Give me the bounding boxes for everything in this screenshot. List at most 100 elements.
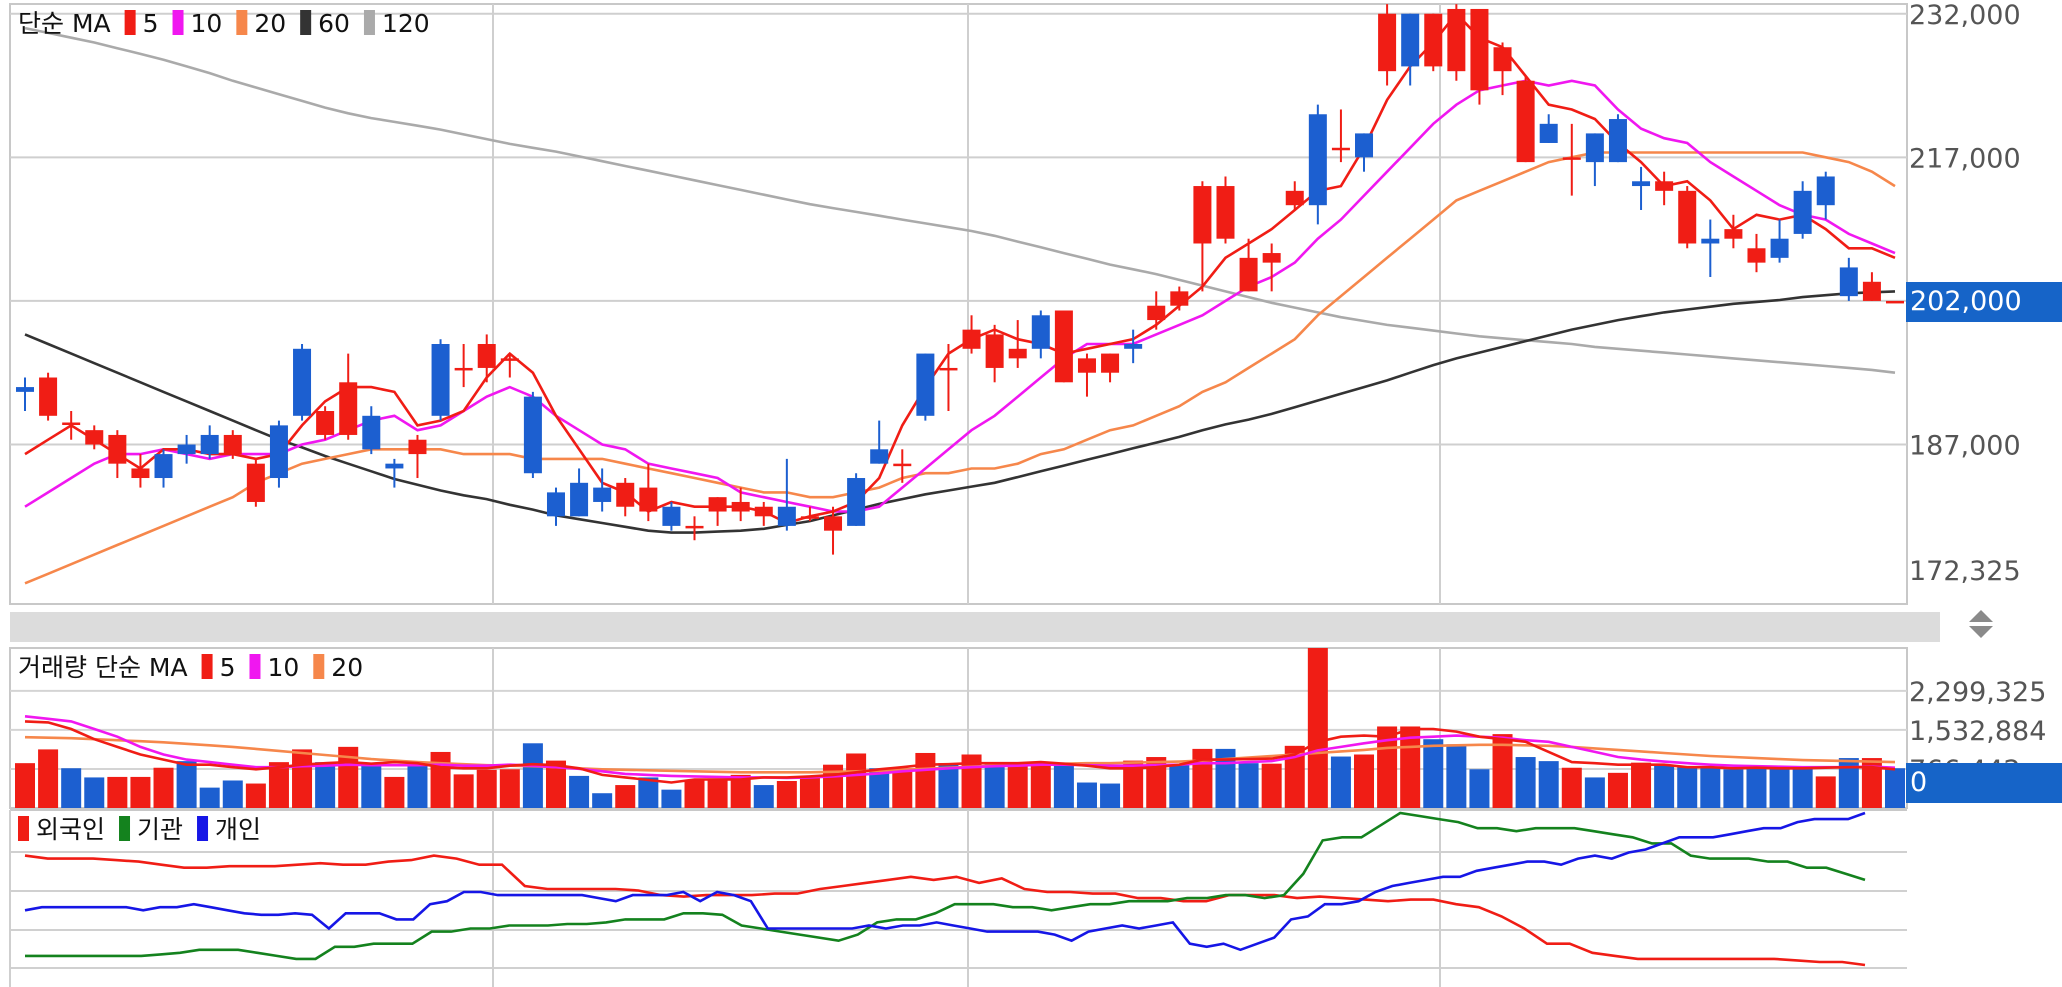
candle-body	[1516, 80, 1535, 163]
legend-swatch	[172, 10, 184, 35]
volume-ma10-line	[24, 715, 1896, 780]
volume-bar	[869, 768, 890, 808]
volume-bar	[430, 751, 451, 808]
panel-resize-handle[interactable]	[1966, 608, 1996, 640]
volume-bar	[1884, 768, 1906, 808]
candle-body	[939, 367, 958, 371]
candle	[1101, 353, 1120, 383]
candle-body	[1747, 248, 1766, 263]
volume-bar	[1469, 769, 1490, 808]
foreign-line	[24, 854, 1866, 967]
candle-body	[1170, 291, 1189, 306]
candle	[1285, 181, 1304, 210]
candle	[39, 372, 58, 421]
volume-ma5-line	[24, 720, 1896, 784]
candle-body	[1077, 358, 1096, 373]
volume-tick-label: 2,299,325	[1909, 677, 2046, 708]
legend-swatch	[236, 10, 248, 35]
candle-body	[754, 506, 773, 517]
candle	[1585, 133, 1604, 187]
volume-moving-averages	[24, 715, 1896, 784]
volume-bar	[1423, 739, 1444, 808]
candle-body	[1885, 300, 1905, 304]
volume-bar	[453, 774, 474, 808]
volume-bar	[730, 774, 751, 808]
candle	[431, 339, 450, 421]
candle-body	[500, 358, 519, 361]
candle-body	[1285, 190, 1304, 206]
candle	[893, 449, 912, 483]
candle	[685, 516, 704, 541]
price-tick-label: 172,325	[1909, 556, 2021, 587]
candle-body	[1701, 238, 1720, 244]
candle	[1793, 181, 1812, 239]
candle	[1424, 13, 1443, 72]
volume-bar	[1538, 761, 1559, 808]
volume-bar	[1769, 767, 1790, 808]
candle	[316, 406, 335, 440]
candle-body	[1608, 119, 1627, 163]
volume-bar	[1561, 767, 1582, 808]
candle-body	[62, 422, 81, 426]
candle	[1608, 114, 1627, 163]
candle-body	[824, 516, 843, 531]
volume-bar	[984, 764, 1005, 808]
volume-bar	[1261, 763, 1282, 808]
volume-bar	[776, 780, 797, 808]
candle-body	[1308, 114, 1327, 206]
candle	[1839, 257, 1858, 301]
legend-swatch	[313, 654, 325, 679]
date-axis-band[interactable]	[10, 612, 1940, 642]
candle	[777, 458, 796, 531]
volume-bar	[592, 793, 613, 808]
volume-bar	[1238, 763, 1259, 808]
candle-body	[108, 434, 127, 464]
candle	[662, 501, 681, 531]
price-grid	[9, 3, 1908, 605]
candle-body	[408, 439, 427, 455]
price-legend: 단순 MA 5 10 20 60 120	[18, 9, 430, 38]
candle-body	[339, 382, 358, 435]
candle	[108, 430, 127, 479]
volume-bar	[1284, 745, 1305, 808]
candle-body	[1378, 13, 1397, 72]
candle-body	[293, 348, 312, 416]
candle	[177, 434, 196, 464]
candle	[223, 430, 242, 459]
candle-body	[1054, 310, 1073, 383]
candle	[15, 377, 35, 412]
candle-body	[1862, 281, 1881, 301]
candle	[1747, 233, 1766, 273]
volume-bar	[1030, 764, 1051, 808]
candle-body	[1101, 353, 1120, 373]
institution-line	[25, 811, 1866, 961]
candle-body	[477, 344, 496, 368]
candle	[1401, 13, 1420, 86]
candle-body	[870, 449, 889, 464]
candle-body	[316, 411, 335, 435]
volume-panel-frame	[9, 647, 1908, 809]
candle-body	[1655, 181, 1674, 191]
candle	[454, 344, 473, 388]
legend-label: 외국인	[36, 815, 105, 844]
candle	[1216, 176, 1235, 244]
candle-body	[616, 482, 635, 507]
price-axis: 232,000217,000187,000172,32522-12-1323-0…	[434, 0, 2021, 639]
volume-bar	[1146, 757, 1167, 808]
candle-body	[1239, 257, 1258, 292]
legend-swatch	[300, 10, 312, 35]
volume-bar	[753, 785, 774, 808]
candle	[1493, 42, 1512, 96]
volume-bar	[407, 762, 428, 808]
candle	[916, 353, 935, 421]
legend-label: 60	[318, 9, 350, 38]
investor-lines	[24, 811, 1866, 967]
candle	[85, 425, 104, 450]
candle-body	[1678, 190, 1697, 244]
candle	[1077, 353, 1096, 397]
candle	[1262, 243, 1281, 292]
candle	[1516, 75, 1535, 163]
candle	[1770, 219, 1789, 263]
